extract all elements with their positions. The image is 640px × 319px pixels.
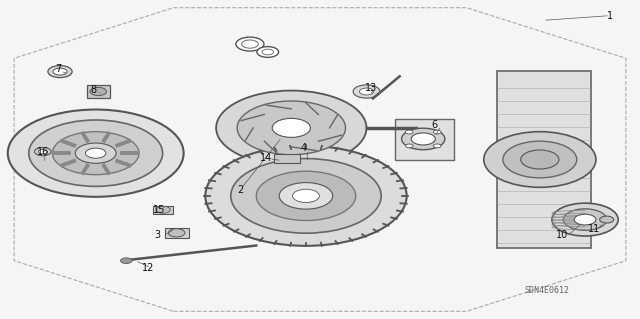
Circle shape — [76, 143, 116, 163]
Circle shape — [205, 146, 406, 246]
Circle shape — [433, 130, 441, 134]
FancyBboxPatch shape — [395, 119, 454, 160]
Circle shape — [257, 47, 278, 57]
Circle shape — [216, 91, 367, 165]
Text: 4: 4 — [301, 144, 307, 153]
Text: 15: 15 — [153, 205, 166, 215]
Text: 13: 13 — [365, 83, 377, 93]
Circle shape — [503, 141, 577, 178]
Circle shape — [292, 189, 319, 203]
Circle shape — [38, 149, 47, 154]
Text: 14: 14 — [260, 153, 272, 163]
Circle shape — [272, 118, 310, 137]
Circle shape — [411, 133, 435, 145]
Circle shape — [563, 209, 607, 230]
Circle shape — [231, 159, 381, 233]
FancyBboxPatch shape — [274, 154, 300, 163]
Text: 2: 2 — [237, 184, 243, 195]
Circle shape — [360, 88, 374, 95]
Circle shape — [256, 171, 356, 220]
Circle shape — [600, 216, 614, 223]
FancyBboxPatch shape — [87, 85, 109, 98]
Text: 3: 3 — [154, 230, 161, 241]
Circle shape — [156, 206, 170, 213]
Circle shape — [29, 120, 163, 186]
FancyBboxPatch shape — [497, 71, 591, 248]
Text: SDN4E0612: SDN4E0612 — [524, 286, 569, 295]
Circle shape — [521, 150, 559, 169]
Circle shape — [48, 66, 72, 78]
Circle shape — [484, 132, 596, 187]
Circle shape — [405, 130, 413, 134]
Text: 8: 8 — [91, 85, 97, 95]
Circle shape — [401, 128, 445, 150]
Circle shape — [86, 148, 106, 158]
Circle shape — [353, 85, 380, 98]
Circle shape — [120, 258, 132, 263]
Circle shape — [35, 147, 51, 156]
Text: 16: 16 — [36, 147, 49, 157]
Text: 11: 11 — [588, 224, 600, 234]
Text: 7: 7 — [56, 64, 62, 74]
Circle shape — [262, 49, 273, 55]
Circle shape — [237, 101, 346, 155]
Circle shape — [242, 40, 258, 48]
Circle shape — [90, 87, 106, 96]
Text: 12: 12 — [142, 263, 154, 273]
Circle shape — [8, 109, 184, 197]
Text: 10: 10 — [556, 230, 568, 241]
Circle shape — [53, 68, 67, 75]
Text: 1: 1 — [607, 11, 613, 21]
Circle shape — [405, 144, 413, 148]
FancyBboxPatch shape — [153, 206, 173, 214]
Circle shape — [168, 229, 185, 237]
Circle shape — [552, 203, 618, 236]
FancyBboxPatch shape — [164, 228, 189, 238]
Circle shape — [433, 144, 441, 148]
Circle shape — [52, 132, 139, 175]
Circle shape — [279, 182, 333, 209]
Circle shape — [236, 37, 264, 51]
Text: 6: 6 — [431, 120, 438, 130]
Circle shape — [574, 214, 596, 225]
